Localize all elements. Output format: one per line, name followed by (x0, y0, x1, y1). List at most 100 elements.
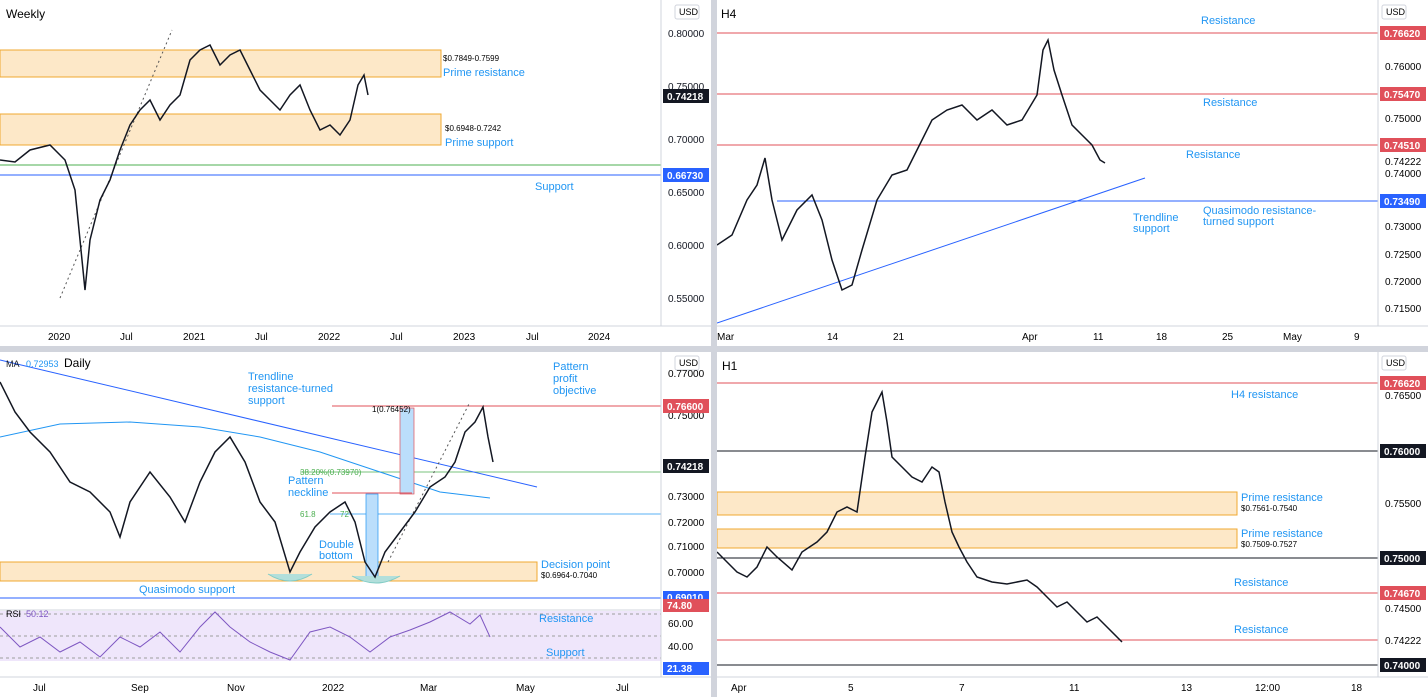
y-tick: 0.75000 (668, 82, 705, 93)
y-tick: 0.77000 (668, 369, 705, 380)
currency-box[interactable] (1381, 355, 1407, 371)
price-tick: 0.74222 (1385, 636, 1422, 647)
x-tick: 21 (893, 332, 905, 343)
decision-point-range: $0.6964-0.7040 (541, 571, 598, 580)
profit-label-3: objective (553, 385, 596, 397)
trendline-label-3: support (248, 395, 285, 407)
daily-y-axis: 0.77000 0.75000 0.73000 0.72000 0.71000 … (668, 369, 705, 653)
y-tick: 0.74000 (1385, 169, 1422, 180)
x-tick: May (516, 683, 535, 694)
x-tick: 13 (1181, 683, 1193, 694)
level-badge-text: 0.76620 (1384, 379, 1421, 390)
x-tick: Jul (390, 332, 403, 343)
rsi-badge (663, 662, 709, 675)
prime-resistance-label: Prime resistance (443, 67, 525, 79)
level-badge-text: 0.74670 (1384, 589, 1421, 600)
resistance-label-2: Resistance (1234, 624, 1288, 636)
level-badge-text: 0.75470 (1384, 90, 1421, 101)
ma-line (0, 421, 491, 499)
level-badge (1380, 586, 1426, 600)
h1-chart[interactable]: H1 H4 resistance Prime resistance $0.756… (717, 352, 1428, 697)
h1-panel[interactable]: H1 H4 resistance Prime resistance $0.756… (717, 352, 1428, 697)
daily-chart[interactable]: MA 0.72953 Daily Trendline resistance-tu… (0, 352, 711, 697)
y-tick: 0.60000 (668, 241, 705, 252)
quasimodo-label-2: turned support (1203, 216, 1274, 228)
y-tick: 0.75000 (668, 411, 705, 422)
weekly-chart[interactable]: Weekly $0.7849-0.7599 Prime resistance $… (0, 0, 711, 346)
resistance-label: Resistance (1203, 97, 1257, 109)
h4-chart[interactable]: H4 Resistance Resistance Resistance Tren… (717, 0, 1428, 346)
level-badge (1380, 444, 1426, 458)
resistance-label: Resistance (1234, 577, 1288, 589)
x-tick: Mar (420, 683, 438, 694)
support-badge (663, 168, 709, 182)
decision-point-zone (0, 561, 538, 582)
daily-price-path (0, 381, 494, 579)
y-tick: 0.76500 (1385, 391, 1422, 402)
double-bottom-label-2: bottom (319, 550, 353, 562)
fib-61-label: 61.8 (300, 510, 316, 519)
y-tick: 0.76000 (1385, 62, 1422, 73)
x-tick: 18 (1351, 683, 1363, 694)
h4-y-axis: 0.76000 0.75000 0.74000 0.73000 0.72500 … (1385, 62, 1422, 315)
trendline-label-2: resistance-turned (248, 383, 333, 395)
x-tick: 11 (1093, 332, 1104, 343)
support-badge-text: 0.66730 (667, 171, 704, 182)
y-tick: 0.71500 (1385, 304, 1422, 315)
weekly-panel[interactable]: Weekly $0.7849-0.7599 Prime resistance $… (0, 0, 711, 346)
h4-price-path (717, 37, 1106, 292)
x-tick: 2024 (588, 332, 611, 343)
level-badge (1380, 194, 1426, 208)
prime-support-label: Prime support (445, 137, 513, 149)
currency-label: USD (679, 358, 699, 368)
x-tick: Sep (131, 683, 149, 694)
profit-label-2: profit (553, 373, 577, 385)
daily-panel[interactable]: MA 0.72953 Daily Trendline resistance-tu… (0, 352, 711, 697)
x-tick: 11 (1069, 683, 1080, 694)
currency-box[interactable] (674, 4, 700, 20)
currency-label: USD (679, 7, 699, 17)
quasimodo-label: Quasimodo resistance- (1203, 205, 1316, 217)
rsi-support-label: Support (546, 647, 585, 659)
h4-x-axis: Mar 14 21 Apr 11 18 25 May 9 (717, 332, 1360, 343)
prime-resistance-zone-1 (717, 491, 1238, 516)
prime-resistance-label-2: Prime resistance (1241, 528, 1323, 540)
level-badge (663, 399, 709, 413)
x-tick: May (1283, 332, 1302, 343)
h1-title: H1 (722, 359, 738, 373)
rsi-value: 50.12 (26, 609, 49, 619)
support-label: Support (535, 181, 574, 193)
x-tick: 2022 (322, 683, 345, 694)
horizontal-divider[interactable] (0, 346, 1428, 352)
x-tick: 2023 (453, 332, 476, 343)
level-badge (1380, 26, 1426, 40)
weekly-price-path (0, 43, 369, 291)
bottom-arc-2 (351, 575, 401, 584)
h1-y-axis: 0.76500 0.75500 0.74500 (1385, 391, 1422, 615)
y-tick: 0.71000 (668, 542, 705, 553)
rsi-resistance-label: Resistance (539, 613, 593, 625)
x-tick: Jul (33, 683, 46, 694)
prime-support-zone (0, 113, 442, 146)
h4-title: H4 (721, 7, 737, 21)
x-tick: Nov (227, 683, 245, 694)
prime-resistance-zone-2 (717, 528, 1238, 549)
level-badge-text: 0.74510 (1384, 141, 1421, 152)
h4-panel[interactable]: H4 Resistance Resistance Resistance Tren… (717, 0, 1428, 346)
currency-box[interactable] (1381, 4, 1407, 20)
level-badge-text: 0.73490 (1384, 197, 1421, 208)
level-badge (1380, 138, 1426, 152)
projection-box (399, 407, 415, 495)
x-tick: 2020 (48, 332, 71, 343)
y-tick: 0.74500 (1385, 604, 1422, 615)
h4-resistance-label: H4 resistance (1231, 389, 1298, 401)
prime-resistance-label: Prime resistance (1241, 492, 1323, 504)
x-tick: 5 (848, 683, 854, 694)
y-tick: 0.72000 (668, 518, 705, 529)
prime-resistance-range: $0.7561-0.7540 (1241, 504, 1298, 513)
x-tick: 18 (1156, 332, 1168, 343)
price-badge-text: 0.74218 (667, 462, 704, 473)
currency-box[interactable] (674, 355, 700, 371)
rsi-label: RSI (6, 609, 21, 619)
y-tick: 0.75500 (1385, 499, 1422, 510)
